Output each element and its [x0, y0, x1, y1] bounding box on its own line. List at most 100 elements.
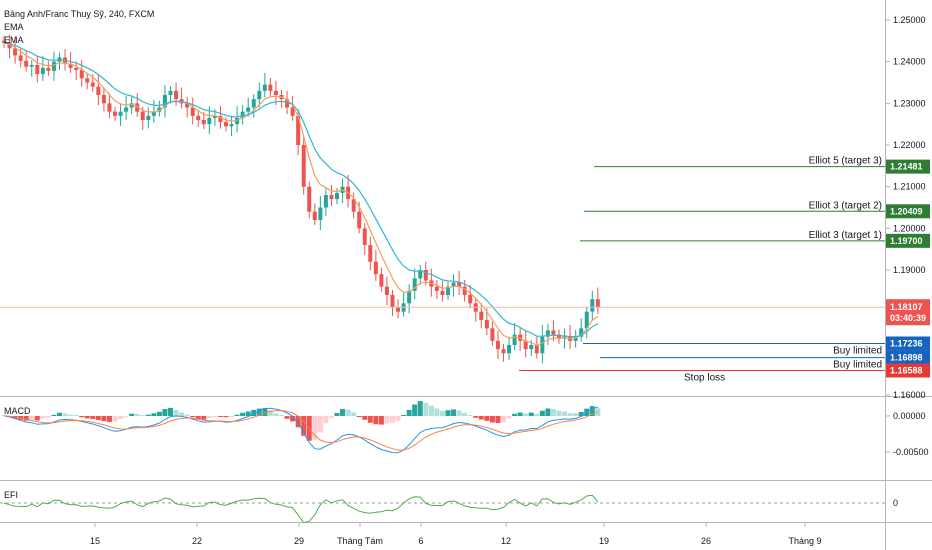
candle-body — [273, 90, 278, 95]
candle-body — [296, 115, 301, 145]
candle-body — [290, 107, 295, 116]
macd-histogram-bar — [401, 415, 407, 416]
price-axis[interactable]: 1.25000 1.24000 1.23000 1.22000 1.21000 1.200… — [885, 15, 930, 508]
macd-histogram-bar — [489, 416, 495, 423]
macd-histogram-bar — [384, 416, 390, 424]
candle-body — [74, 67, 79, 70]
candle-body — [412, 278, 417, 291]
macd-histogram-bar — [234, 414, 240, 416]
candle-body — [246, 107, 251, 112]
candle-body — [190, 107, 195, 116]
plot-area[interactable] — [0, 0, 885, 550]
macd-histogram-bar — [206, 416, 212, 419]
macd-histogram-bar — [51, 414, 57, 416]
level-label: Elliot 5 (target 3) — [809, 156, 882, 167]
ema-lines — [3, 42, 599, 347]
macd-histogram-bar — [106, 416, 112, 422]
macd-histogram-bar — [279, 415, 284, 416]
macd-histogram-bar — [295, 416, 301, 428]
time-tick-label: 15 — [90, 536, 100, 546]
candle-body — [551, 330, 556, 335]
macd-histogram-bar — [478, 416, 484, 420]
candle-body — [212, 115, 217, 118]
macd-histogram-bar — [290, 416, 296, 422]
macd-signal-line — [3, 410, 599, 451]
ema-slow-legend[interactable]: EMA — [4, 35, 24, 45]
macd-histogram-bar — [95, 416, 101, 421]
macd-histogram-bar — [528, 412, 534, 416]
candle-body — [113, 111, 117, 116]
macd-histogram-bar — [34, 416, 40, 421]
macd-histogram-bar — [101, 416, 107, 422]
candle-body — [18, 55, 23, 61]
candle-body — [495, 340, 500, 350]
macd-histogram-bar — [23, 416, 29, 421]
level-label: Buy limited — [833, 360, 882, 371]
candles-series — [2, 34, 600, 364]
macd-histogram-bar — [328, 416, 334, 418]
macd-histogram-bar — [501, 416, 506, 423]
candle-body — [318, 207, 323, 220]
candle-body — [557, 334, 561, 339]
macd-histogram-bar — [179, 412, 185, 416]
candle-body — [490, 328, 495, 341]
candle-body — [79, 70, 84, 79]
macd-pane — [1, 401, 601, 454]
macd-histogram-bar — [145, 414, 151, 416]
macd-histogram-bar — [451, 409, 457, 416]
candle-body — [396, 307, 401, 312]
level-value: 1.16898 — [890, 353, 923, 363]
ema-fast-legend[interactable]: EMA — [4, 22, 24, 32]
candle-body — [373, 261, 378, 275]
price-tick-label: 1.21000 — [893, 182, 926, 192]
candle-body — [351, 199, 356, 212]
candle-body — [595, 299, 600, 308]
macd-histogram-bar — [195, 416, 201, 419]
candle-body — [390, 295, 395, 308]
time-tick-label: Tháng Tám — [337, 536, 383, 546]
candle-body — [118, 111, 123, 116]
macd-histogram-bar — [84, 416, 90, 419]
macd-histogram-bar — [168, 407, 173, 416]
macd-histogram-bar — [62, 413, 68, 416]
macd-histogram-bar — [68, 414, 74, 416]
last-price-tag — [886, 299, 930, 326]
macd-histogram-bar — [217, 416, 223, 417]
candle-body — [446, 286, 450, 295]
level-label: Buy limited — [833, 346, 882, 357]
macd-histogram-bar — [57, 412, 62, 416]
level-tag — [886, 204, 930, 219]
price-tick-label: 1.16000 — [893, 390, 926, 400]
candle-body — [262, 84, 267, 91]
efi-legend[interactable]: EFI — [4, 490, 19, 500]
time-axis[interactable]: 15 22 29 Tháng Tám 6 12 19 26 Tháng 9 — [90, 523, 822, 546]
macd-legend[interactable]: MACD — [4, 406, 31, 416]
macd-histogram-bar — [423, 402, 429, 416]
efi-tick-label: 0 — [893, 498, 898, 508]
macd-histogram-bar — [550, 409, 556, 416]
price-tick-label: 1.19000 — [893, 265, 926, 275]
candle-body — [335, 192, 339, 200]
level-tag — [886, 363, 930, 378]
candle-body — [124, 107, 129, 112]
candle-body — [590, 299, 595, 312]
ema-slow-line — [3, 42, 599, 338]
candle-body — [35, 65, 40, 75]
price-tick-label: 1.22000 — [893, 140, 926, 150]
candle-body — [479, 311, 484, 320]
macd-histogram-bar — [456, 410, 462, 416]
level-value: 1.19700 — [890, 236, 923, 246]
time-tick-label: 6 — [418, 536, 423, 546]
macd-histogram-bar — [1, 415, 7, 416]
macd-histogram-bar — [545, 408, 551, 416]
candle-body — [501, 349, 506, 354]
candle-body — [13, 48, 18, 56]
macd-histogram-bar — [212, 416, 218, 417]
macd-histogram-bar — [539, 410, 545, 416]
macd-histogram-bar — [267, 410, 273, 416]
macd-histogram-bar — [439, 410, 445, 416]
time-tick-label: 22 — [192, 536, 202, 546]
level-label: Elliot 3 (target 1) — [809, 230, 882, 241]
time-tick-label: 26 — [701, 536, 711, 546]
